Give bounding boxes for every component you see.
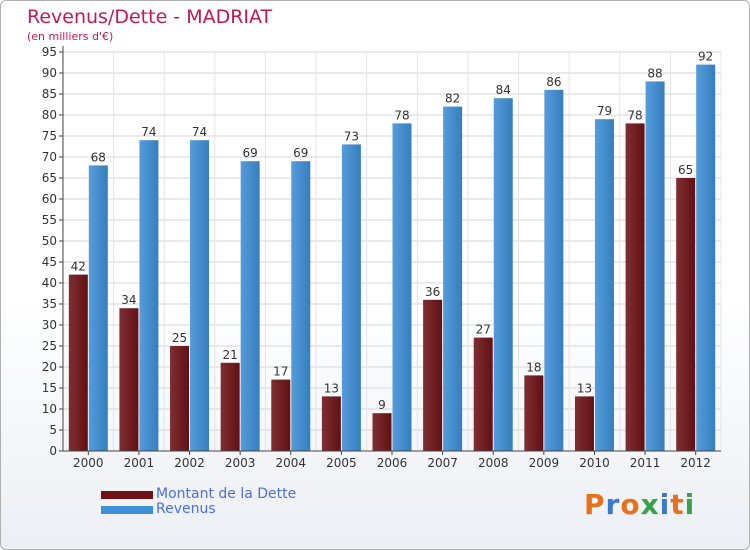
x-tick-label: 2006 — [377, 456, 408, 470]
bar-chart: 0 5 10 15 20 25 30 35 40 45 50 55 60 65 70 75 80 85 90 95 42… — [42, 45, 722, 470]
y-tick-label: 60 — [42, 192, 57, 206]
bar-dette — [170, 346, 190, 451]
bar-revenus — [291, 161, 311, 451]
bar-dette — [625, 123, 645, 452]
bar-revenus — [645, 81, 665, 452]
data-label-dette: 42 — [71, 260, 86, 274]
legend-label-revenus: Revenus — [156, 501, 216, 517]
bar-revenus — [240, 161, 260, 451]
y-tick-label: 5 — [49, 423, 57, 437]
bar-revenus — [443, 106, 463, 451]
y-tick-label: 45 — [42, 255, 57, 269]
x-tick-label: 2005 — [326, 456, 357, 470]
y-tick-label: 15 — [42, 381, 57, 395]
y-tick-label: 0 — [49, 444, 57, 458]
y-tick-label: 65 — [42, 171, 57, 185]
y-tick-label: 30 — [42, 318, 57, 332]
data-label-revenus: 84 — [496, 83, 511, 97]
bar-dette — [321, 396, 341, 451]
data-label-revenus: 86 — [546, 75, 561, 89]
chart-title: Revenus/Dette - MADRIAT — [27, 6, 273, 28]
x-tick-label: 2008 — [478, 456, 509, 470]
bar-revenus — [594, 119, 614, 451]
y-tick-label: 20 — [42, 360, 57, 374]
data-label-revenus: 92 — [698, 50, 713, 64]
bar-revenus — [544, 89, 564, 452]
data-label-revenus: 69 — [243, 146, 258, 160]
bar-dette — [574, 396, 594, 451]
x-tick-label: 2000 — [73, 456, 104, 470]
data-label-dette: 13 — [324, 381, 339, 395]
data-label-revenus: 68 — [91, 150, 106, 164]
y-tick-label: 50 — [42, 234, 57, 248]
x-tick-label: 2009 — [529, 456, 560, 470]
data-label-dette: 78 — [627, 108, 642, 122]
y-tick-label: 35 — [42, 297, 57, 311]
data-label-revenus: 82 — [445, 92, 460, 106]
bar-dette — [524, 375, 544, 451]
data-label-revenus: 69 — [293, 146, 308, 160]
bar-revenus — [696, 64, 716, 451]
x-tick-label: 2003 — [225, 456, 256, 470]
data-label-dette: 65 — [678, 163, 693, 177]
y-tick-label: 95 — [42, 45, 57, 59]
x-tick-label: 2001 — [124, 456, 155, 470]
data-label-revenus: 74 — [192, 125, 207, 139]
y-tick-label: 75 — [42, 129, 57, 143]
y-tick-label: 70 — [42, 150, 57, 164]
data-label-dette: 27 — [476, 323, 491, 337]
chart-subtitle: (en milliers d'€) — [27, 30, 114, 43]
x-tick-label: 2007 — [427, 456, 458, 470]
data-label-dette: 36 — [425, 285, 440, 299]
proxiti-logo: Proxiti — [584, 488, 696, 521]
bar-revenus — [139, 140, 159, 451]
x-tick-label: 2012 — [680, 456, 711, 470]
bar-revenus — [88, 165, 108, 451]
x-tick-label: 2010 — [579, 456, 610, 470]
data-label-dette: 18 — [526, 360, 541, 374]
y-tick-label: 55 — [42, 213, 57, 227]
data-label-revenus: 79 — [597, 104, 612, 118]
data-label-dette: 25 — [172, 331, 187, 345]
y-tick-label: 80 — [42, 108, 57, 122]
data-label-revenus: 73 — [344, 129, 359, 143]
bar-dette — [119, 308, 139, 451]
y-tick-label: 85 — [42, 87, 57, 101]
bar-dette — [473, 337, 493, 451]
data-label-revenus: 74 — [141, 125, 156, 139]
x-tick-label: 2002 — [174, 456, 205, 470]
bar-dette — [271, 379, 291, 451]
data-label-dette: 9 — [378, 398, 386, 412]
bar-revenus — [493, 98, 513, 451]
data-label-dette: 17 — [273, 365, 288, 379]
legend-label-dette: Montant de la Dette — [156, 486, 297, 502]
legend-swatch-revenus — [101, 506, 153, 514]
bar-dette — [372, 413, 392, 451]
bar-revenus — [190, 140, 210, 451]
bar-dette — [676, 178, 696, 451]
y-tick-label: 90 — [42, 66, 57, 80]
y-tick-label: 40 — [42, 276, 57, 290]
bar-revenus — [341, 144, 361, 451]
y-tick-label: 25 — [42, 339, 57, 353]
data-label-dette: 13 — [577, 381, 592, 395]
bar-dette — [220, 362, 240, 451]
data-label-revenus: 78 — [394, 108, 409, 122]
y-tick-label: 10 — [42, 402, 57, 416]
data-label-dette: 34 — [121, 293, 136, 307]
data-label-revenus: 88 — [647, 66, 662, 80]
bar-revenus — [392, 123, 412, 452]
bar-dette — [68, 274, 88, 451]
legend-swatch-dette — [101, 491, 153, 499]
data-label-dette: 21 — [223, 348, 238, 362]
x-tick-label: 2004 — [275, 456, 306, 470]
x-tick-label: 2011 — [630, 456, 661, 470]
bar-dette — [423, 299, 443, 451]
